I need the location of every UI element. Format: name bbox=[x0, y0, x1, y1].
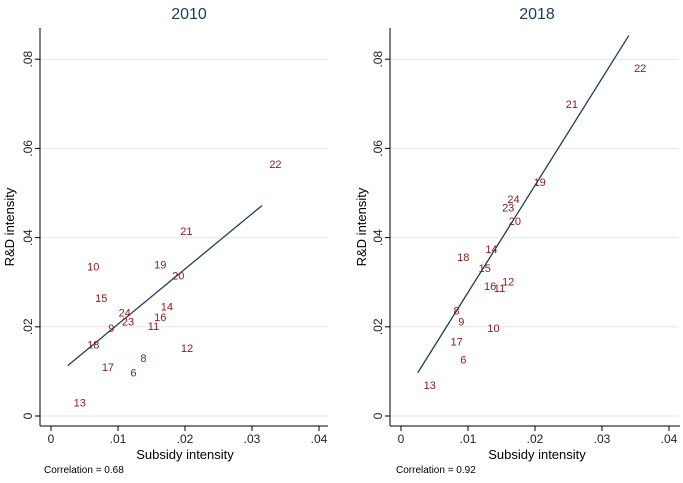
data-point-label: 14 bbox=[161, 302, 173, 314]
y-tick-label: .06 bbox=[21, 140, 35, 157]
data-point-label: 16 bbox=[484, 281, 496, 293]
y-axis-ticks: 0 .02 .04 .06 .08 bbox=[371, 51, 390, 419]
data-point-label: 10 bbox=[487, 323, 499, 335]
data-point-label: 18 bbox=[87, 340, 99, 352]
data-point-label: 24 bbox=[507, 194, 519, 206]
y-tick-label: 0 bbox=[371, 412, 385, 419]
data-point-label: 20 bbox=[509, 216, 521, 228]
x-tick-label: .03 bbox=[594, 432, 611, 446]
data-point-label: 17 bbox=[102, 362, 114, 374]
x-axis-ticks: 0 .01 .02 .03 .04 bbox=[48, 426, 328, 446]
data-point-label: 23 bbox=[122, 316, 134, 328]
data-point-label: 6 bbox=[460, 354, 466, 366]
y-tick-label: .08 bbox=[21, 51, 35, 68]
data-point-label: 9 bbox=[458, 316, 464, 328]
data-point-label: 10 bbox=[87, 262, 99, 274]
x-axis-title: Subsidy intensity bbox=[488, 447, 586, 462]
x-tick-label: 0 bbox=[48, 432, 55, 446]
data-point-label: 9 bbox=[108, 323, 114, 335]
data-point-label: 12 bbox=[181, 343, 193, 355]
data-point-label: 13 bbox=[74, 398, 86, 410]
x-tick-label: .01 bbox=[460, 432, 477, 446]
data-point-label: 16 bbox=[154, 312, 166, 324]
data-point-label: 17 bbox=[450, 337, 462, 349]
data-point-label: 23 bbox=[502, 203, 514, 215]
correlation-note: Correlation = 0.68 bbox=[44, 465, 124, 476]
data-point-label: 15 bbox=[95, 293, 107, 305]
data-point-label: 8 bbox=[454, 305, 460, 317]
data-point-label: 8 bbox=[140, 353, 146, 365]
panel-title: 2010 bbox=[171, 6, 207, 23]
fitted-line bbox=[417, 35, 630, 374]
data-point-label: 12 bbox=[502, 276, 514, 288]
x-tick-label: .01 bbox=[110, 432, 127, 446]
data-point-label: 13 bbox=[424, 380, 436, 392]
data-point-label: 18 bbox=[457, 252, 469, 264]
data-point-label: 20 bbox=[172, 271, 184, 283]
x-tick-label: .04 bbox=[661, 432, 678, 446]
data-point-label: 11 bbox=[148, 321, 159, 333]
data-point-label: 14 bbox=[485, 244, 497, 256]
data-point-label: 24 bbox=[119, 308, 131, 320]
x-axis-ticks: 0 .01 .02 .03 .04 bbox=[398, 426, 678, 446]
fitted-line bbox=[67, 204, 263, 367]
data-point-label: 19 bbox=[534, 177, 546, 189]
data-point-label: 15 bbox=[479, 263, 491, 275]
y-tick-label: 0 bbox=[21, 412, 35, 419]
gridlines bbox=[40, 58, 328, 417]
y-axis-title: R&D intensity bbox=[354, 187, 369, 266]
y-tick-label: .02 bbox=[21, 318, 35, 335]
data-point-label: 19 bbox=[154, 259, 166, 271]
x-tick-label: .02 bbox=[527, 432, 544, 446]
data-point-label: 21 bbox=[566, 99, 578, 111]
data-point-label: 22 bbox=[269, 159, 281, 171]
x-tick-label: 0 bbox=[398, 432, 405, 446]
data-point-label: 22 bbox=[634, 63, 646, 75]
y-axis-title: R&D intensity bbox=[2, 187, 17, 266]
y-tick-label: .02 bbox=[371, 318, 385, 335]
data-point-label: 11 bbox=[494, 283, 505, 295]
data-point-label: 6 bbox=[130, 368, 136, 380]
data-point-label: 21 bbox=[180, 226, 192, 238]
panel-2018: 2018 0.02.04.06.08 0.01.02.03.04 R&D int… bbox=[354, 6, 680, 476]
x-axis-title: Subsidy intensity bbox=[136, 447, 234, 462]
x-tick-label: .03 bbox=[244, 432, 261, 446]
y-tick-label: .06 bbox=[371, 140, 385, 157]
x-tick-label: .04 bbox=[311, 432, 328, 446]
y-tick-label: .08 bbox=[371, 51, 385, 68]
y-axis-ticks: 0 .02 .04 .06 .08 bbox=[21, 51, 40, 419]
panel-title: 2018 bbox=[519, 6, 555, 23]
panel-2010: 2010 0.02.04.06.08 0.01.02.03.04 R&D int… bbox=[2, 6, 328, 476]
x-tick-label: .02 bbox=[177, 432, 194, 446]
correlation-note: Correlation = 0.92 bbox=[396, 465, 476, 476]
y-tick-label: .04 bbox=[371, 229, 385, 246]
y-tick-label: .04 bbox=[21, 229, 35, 246]
gridlines bbox=[390, 58, 678, 417]
data-points: 22 21 10 19 20 15 14 24 16 23 9 11 18 12 8 17 6 13 bbox=[74, 159, 282, 410]
